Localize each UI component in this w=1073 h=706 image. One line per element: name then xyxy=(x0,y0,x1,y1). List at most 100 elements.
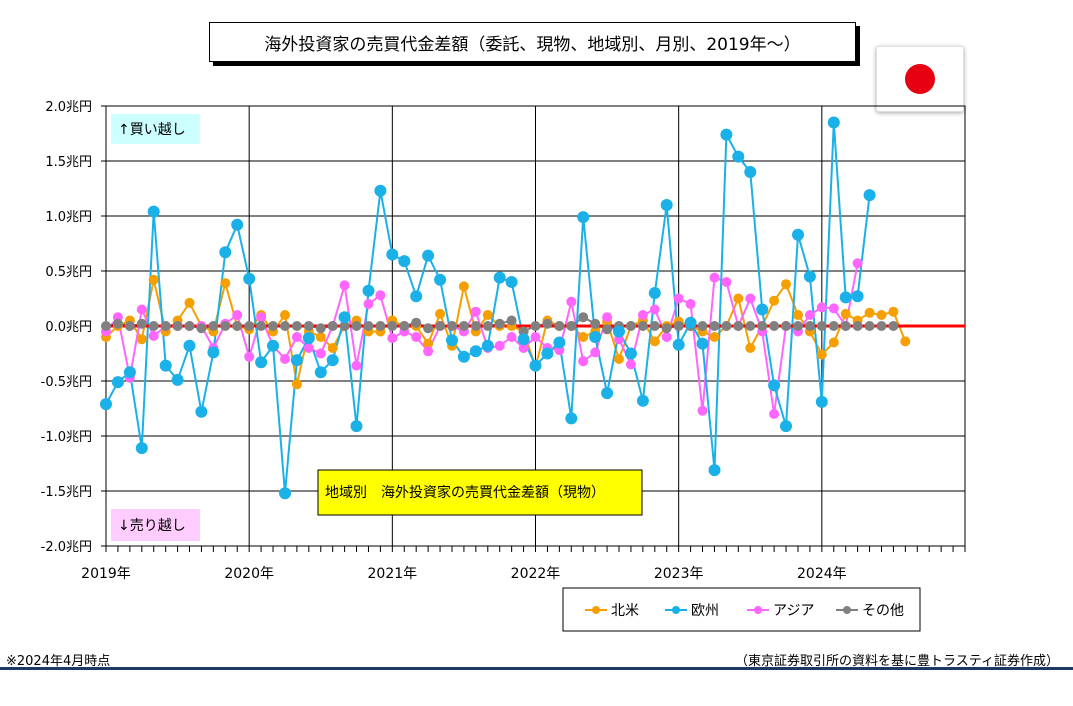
data-point-2 xyxy=(721,277,732,287)
data-point-3 xyxy=(458,321,469,331)
data-point-2 xyxy=(852,258,863,269)
data-point-2 xyxy=(303,343,314,353)
y-tick-label: 2.0兆円 xyxy=(45,100,92,115)
data-point-1 xyxy=(183,339,196,352)
data-point-1 xyxy=(123,366,136,379)
data-point-2 xyxy=(685,299,696,309)
data-point-3 xyxy=(530,321,541,331)
data-point-1 xyxy=(362,284,375,297)
data-point-1 xyxy=(350,420,363,433)
data-point-2 xyxy=(769,409,780,419)
buy-annotation: ↑買い越し xyxy=(111,114,200,144)
data-point-3 xyxy=(184,321,195,331)
data-point-1 xyxy=(815,395,828,408)
data-point-3 xyxy=(506,315,517,326)
x-tick-label: 2019年 xyxy=(81,566,131,582)
data-point-1 xyxy=(207,346,220,359)
data-point-1 xyxy=(434,273,447,286)
data-point-2 xyxy=(566,296,577,307)
data-point-1 xyxy=(839,291,852,304)
subtitle-annotation: 地域別 海外投資家の売買代金差額（現物） xyxy=(317,469,643,516)
data-point-2 xyxy=(709,272,720,283)
data-point-1 xyxy=(827,116,840,129)
data-point-1 xyxy=(338,311,351,324)
data-point-3 xyxy=(244,321,255,331)
data-point-0 xyxy=(148,274,159,285)
legend-label: アジア xyxy=(773,603,814,619)
japan-flag-icon xyxy=(876,46,964,112)
legend: 北米 欧州 アジア その他 xyxy=(562,587,921,632)
data-point-3 xyxy=(673,321,684,331)
data-point-2 xyxy=(816,302,827,313)
legend-swatch-marker xyxy=(754,606,762,614)
data-point-0 xyxy=(327,343,338,353)
data-point-1 xyxy=(696,337,709,350)
data-point-3 xyxy=(280,321,290,331)
data-point-3 xyxy=(411,317,422,328)
y-tick-label: -2.0兆円 xyxy=(41,540,92,555)
data-point-0 xyxy=(709,332,720,342)
data-point-3 xyxy=(447,321,457,331)
data-point-3 xyxy=(697,321,708,331)
legend-label: 北米 xyxy=(611,603,639,619)
data-point-1 xyxy=(565,412,578,425)
data-point-3 xyxy=(602,324,613,335)
data-point-3 xyxy=(590,318,601,329)
data-point-0 xyxy=(578,332,589,342)
data-point-3 xyxy=(745,321,756,331)
data-point-0 xyxy=(315,332,326,342)
data-point-2 xyxy=(244,351,255,362)
data-point-0 xyxy=(793,310,803,320)
data-point-3 xyxy=(160,321,171,331)
data-point-1 xyxy=(589,331,602,343)
x-tick-label: 2023年 xyxy=(654,566,704,582)
data-point-0 xyxy=(769,295,780,306)
data-point-1 xyxy=(398,255,411,268)
data-point-3 xyxy=(554,321,565,331)
data-point-3 xyxy=(291,321,302,331)
data-point-1 xyxy=(422,249,435,262)
data-point-3 xyxy=(303,321,314,331)
data-point-2 xyxy=(745,293,756,304)
data-point-1 xyxy=(326,354,339,367)
data-point-0 xyxy=(220,278,231,289)
data-point-1 xyxy=(231,218,244,231)
y-tick-label: 1.0兆円 xyxy=(45,210,92,225)
data-point-2 xyxy=(363,299,374,309)
data-point-1 xyxy=(541,347,554,360)
y-tick-label: 1.5兆円 xyxy=(45,155,92,170)
data-point-0 xyxy=(423,338,434,349)
data-point-2 xyxy=(804,310,815,320)
data-point-2 xyxy=(661,332,672,342)
x-tick-label: 2024年 xyxy=(797,566,847,582)
data-point-2 xyxy=(291,332,302,342)
data-point-3 xyxy=(399,321,410,331)
data-point-3 xyxy=(566,321,577,331)
data-point-3 xyxy=(661,323,672,334)
data-point-0 xyxy=(458,281,469,292)
data-point-3 xyxy=(435,321,446,331)
data-point-0 xyxy=(482,310,493,320)
data-point-2 xyxy=(828,303,839,314)
data-point-2 xyxy=(506,332,517,342)
data-point-1 xyxy=(684,316,697,329)
data-point-1 xyxy=(314,366,327,379)
data-point-1 xyxy=(720,128,733,141)
data-point-2 xyxy=(637,310,648,320)
data-point-2 xyxy=(315,348,326,359)
data-point-3 xyxy=(220,321,231,331)
legend-swatch-marker xyxy=(592,606,600,614)
data-point-1 xyxy=(803,270,816,283)
data-point-1 xyxy=(648,287,661,299)
data-point-1 xyxy=(302,332,315,345)
data-point-2 xyxy=(339,280,350,291)
data-point-0 xyxy=(291,379,302,390)
data-point-0 xyxy=(781,279,791,290)
data-point-2 xyxy=(494,340,505,351)
data-point-0 xyxy=(184,297,195,308)
data-point-3 xyxy=(864,321,875,331)
sell-annotation: ↓売り越し xyxy=(111,509,200,541)
footnote-date: ※2024年4月時点 xyxy=(6,654,111,669)
data-point-3 xyxy=(375,321,386,331)
data-point-3 xyxy=(101,321,111,331)
